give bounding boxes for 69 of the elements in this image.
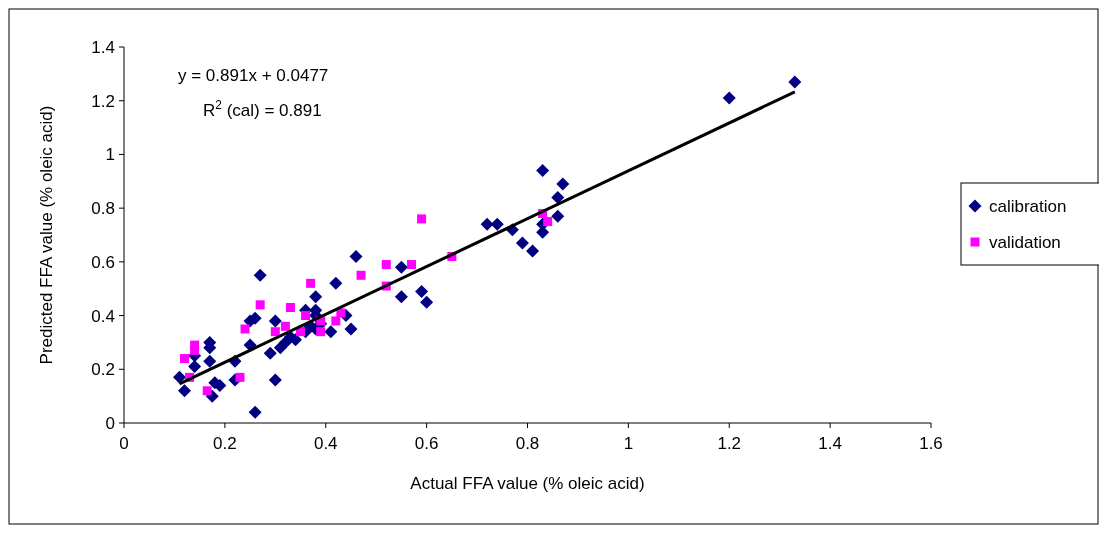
point [556,177,570,191]
point [551,209,565,223]
point [270,327,280,337]
x-tick-label: 1 [623,434,634,453]
point [417,214,427,224]
point [203,354,217,368]
point [420,295,434,309]
y-tick-label: 1.4 [91,37,115,57]
annotation: y = 0.891x + 0.0477 [178,66,329,85]
y-tick-label: 0.4 [91,306,115,326]
y-tick-label: 0.2 [91,360,115,380]
y-tick-label: 0 [105,413,115,433]
legend-label: validation [989,232,1061,252]
x-tick-label: 0.4 [313,434,338,453]
point [480,217,494,231]
point [263,346,277,360]
point [331,316,341,326]
point [253,268,267,282]
point [240,324,250,334]
point [543,217,553,227]
point [248,405,262,419]
x-tick-label: 0.6 [414,434,439,453]
y-tick-label: 1 [105,145,115,165]
point [415,284,429,298]
x-tick-label: 1.2 [717,434,742,453]
annotation: R$^{2}$ (cal) = 0.891 [203,98,322,120]
point [356,270,366,280]
x-tick-label: 1.4 [818,434,842,453]
point [309,290,323,304]
x-tick-label: 1.6 [919,434,943,453]
point [235,372,245,382]
point [515,236,529,250]
point [536,164,550,178]
point [406,260,416,270]
point [788,75,802,89]
point [172,370,186,384]
point [190,345,200,355]
point [180,354,190,364]
point [526,244,540,258]
point [268,314,282,328]
point [285,303,295,313]
point [301,311,311,321]
point [306,278,316,288]
point [324,325,338,339]
point [329,276,343,290]
point [381,260,391,270]
point [188,360,202,374]
y-tick-label: 0.8 [91,199,115,219]
point [722,91,736,105]
y-axis-title: Predicted FFA value (% oleic acid) [37,105,56,365]
point [202,386,212,396]
point [394,290,408,304]
x-tick-label: 0 [119,434,129,453]
point [551,190,565,204]
point [255,300,265,310]
point [268,373,282,387]
x-tick-label: 0.2 [213,434,237,453]
x-axis-title: Actual FFA value (% oleic acid) [410,474,645,493]
point [349,249,363,263]
point [344,322,358,336]
y-tick-label: 1.2 [91,91,115,111]
point [316,327,326,337]
point [490,217,504,231]
legend-label: calibration [989,196,1067,216]
point [280,321,290,331]
point [394,260,408,274]
point [178,384,192,398]
y-tick-label: 0.6 [91,252,115,272]
x-tick-label: 0.8 [515,434,540,453]
